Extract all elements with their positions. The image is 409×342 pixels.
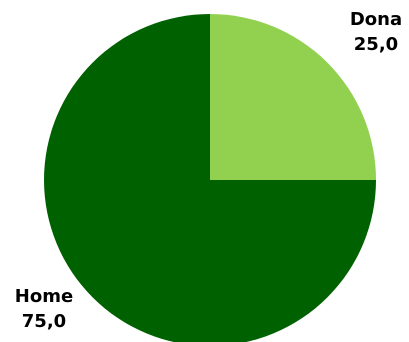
slice-label-dona: Dona 25,0 (350, 9, 402, 55)
pie-slice-home (44, 14, 376, 342)
slice-name-dona: Dona (350, 9, 402, 30)
slice-name-home: Home (15, 286, 73, 307)
pie-slices (44, 14, 376, 342)
slice-label-home: Home 75,0 (15, 286, 73, 332)
pie-slice-dona (210, 14, 376, 180)
slice-value-dona: 25,0 (354, 34, 398, 55)
slice-value-home: 75,0 (22, 311, 66, 332)
